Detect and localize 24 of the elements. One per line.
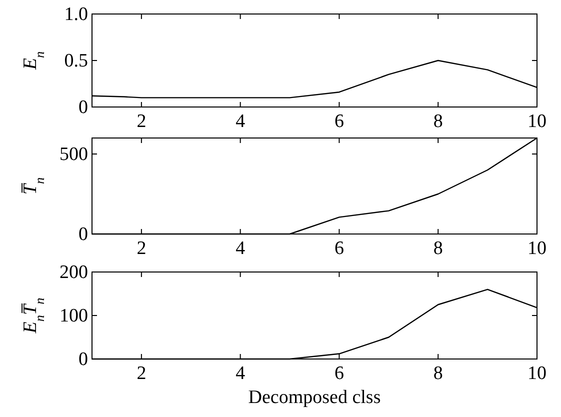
y-tick-label: 0 [78, 97, 88, 118]
x-tick-label: 10 [528, 111, 546, 132]
x-tick-label: 8 [433, 238, 443, 259]
x-tick-label: 8 [433, 363, 443, 384]
y-tick-label: 0.5 [64, 50, 88, 72]
x-axis-title: Decomposed clss [248, 387, 381, 408]
y-tick-label: 0 [78, 224, 88, 245]
x-tick-label: 6 [334, 111, 344, 132]
y-tick-label: 200 [60, 262, 88, 283]
y-tick-label: 100 [60, 306, 88, 326]
x-tick-label: 4 [236, 363, 246, 384]
x-tick-label: 4 [236, 238, 246, 259]
x-tick-label: 10 [528, 238, 546, 259]
x-tick-label: 2 [136, 363, 146, 384]
x-tick-label: 2 [136, 111, 146, 132]
x-tick-label: 6 [334, 238, 344, 259]
y-tick-label: 500 [60, 144, 88, 165]
x-tick-label: 6 [334, 363, 344, 384]
x-tick-label: 2 [136, 238, 146, 259]
y-tick-label: 0 [78, 349, 88, 370]
x-tick-label: 8 [433, 111, 443, 132]
x-tick-label: 10 [528, 363, 546, 384]
y-tick-label: 1.0 [64, 4, 88, 25]
x-tick-label: 4 [236, 111, 246, 132]
